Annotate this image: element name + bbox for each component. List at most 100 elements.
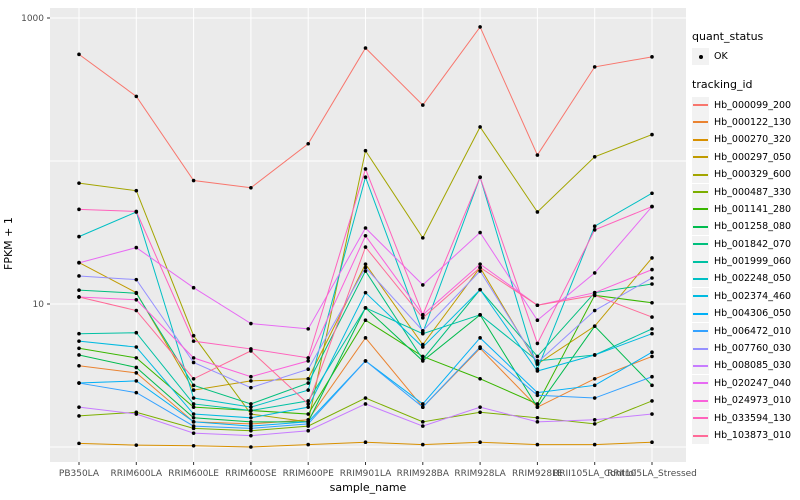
data-point <box>650 55 654 59</box>
data-point <box>191 333 196 338</box>
legend-line-swatch <box>693 173 708 176</box>
data-point <box>191 431 196 435</box>
legend-item-label: Hb_002248_050 <box>714 273 792 285</box>
data-point <box>249 374 253 379</box>
data-point <box>249 321 253 326</box>
data-point <box>249 385 253 390</box>
legend-item-label: Hb_008085_030 <box>714 360 792 372</box>
legend-line-swatch <box>693 417 708 420</box>
data-point <box>306 428 311 433</box>
data-point <box>306 376 311 381</box>
legend-tracking-items: Hb_000099_200 Hb_000122_130 Hb_000270_320 H… <box>692 96 798 444</box>
data-point <box>478 230 482 235</box>
data-point <box>650 399 654 403</box>
data-point <box>306 422 311 426</box>
legend-item-tracking: Hb_006472_010 <box>692 322 798 340</box>
data-point <box>77 288 81 292</box>
data-point <box>249 349 253 353</box>
data-point <box>535 303 540 308</box>
data-point <box>134 356 139 360</box>
x-tick-label: PB350LA <box>59 469 100 479</box>
data-point <box>478 336 482 340</box>
data-point <box>306 388 311 392</box>
legend-line-swatch <box>693 225 708 228</box>
legend-key-box <box>692 287 709 305</box>
data-point <box>363 175 368 180</box>
legend-line-swatch <box>693 347 708 350</box>
x-tick-label: RRII105LA_Control <box>553 469 636 479</box>
data-point <box>421 316 425 320</box>
legend-line-swatch <box>693 156 708 159</box>
legend-item-label: Hb_020247_040 <box>714 377 792 389</box>
legend-key-box <box>692 235 709 253</box>
data-point <box>134 379 139 383</box>
data-point <box>191 356 196 360</box>
data-point <box>249 412 253 416</box>
data-point <box>535 420 540 424</box>
data-point <box>191 339 196 343</box>
legend-key-box <box>692 148 709 166</box>
data-point <box>134 94 139 99</box>
data-point <box>249 420 253 424</box>
data-point <box>134 209 139 214</box>
data-point <box>306 367 311 371</box>
data-point <box>363 440 368 445</box>
data-point <box>191 376 196 381</box>
data-point <box>650 374 654 379</box>
x-tick-label: RRII105LA_Stressed <box>607 469 697 479</box>
data-point <box>650 440 654 445</box>
data-point <box>421 402 425 406</box>
legend-line-swatch <box>693 208 708 211</box>
legend-item-label: Hb_002374_460 <box>714 290 792 302</box>
x-tick-label: RRIM928BA <box>397 469 450 479</box>
data-point <box>535 390 540 395</box>
legend-key-box <box>692 218 709 236</box>
data-point <box>191 396 196 400</box>
legend-line-swatch <box>693 382 708 385</box>
data-point <box>306 442 311 447</box>
data-point <box>363 336 368 340</box>
data-point <box>134 330 139 335</box>
data-point <box>77 207 81 212</box>
legend: quant_status OK tracking_id Hb_000099_20… <box>692 30 798 444</box>
legend-item-label: Hb_000487_330 <box>714 186 792 198</box>
data-point <box>306 141 311 146</box>
legend-item-label: Hb_000099_200 <box>714 99 792 111</box>
data-point <box>478 265 482 270</box>
legend-item-tracking: Hb_000329_600 <box>692 166 798 184</box>
data-point <box>191 443 196 448</box>
legend-item-quant-ok: OK <box>692 48 798 66</box>
legend-item-tracking: Hb_020247_040 <box>692 374 798 392</box>
legend-gap <box>692 65 798 78</box>
legend-item-label: Hb_033594_130 <box>714 412 792 424</box>
y-axis-title: FPKM + 1 <box>2 217 15 270</box>
data-point <box>592 422 597 426</box>
legend-item-label: Hb_000297_050 <box>714 151 792 163</box>
data-point <box>650 300 654 305</box>
legend-item-tracking: Hb_001258_080 <box>692 218 798 236</box>
data-point <box>134 390 139 395</box>
data-point <box>592 65 597 69</box>
data-point <box>77 441 81 446</box>
data-point <box>363 148 368 153</box>
legend-key-box <box>692 357 709 375</box>
data-point <box>478 125 482 129</box>
legend-item-label: Hb_000329_600 <box>714 169 792 181</box>
data-point <box>306 327 311 331</box>
data-point <box>421 313 425 317</box>
data-point <box>191 178 196 183</box>
legend-key-box <box>692 427 709 444</box>
legend-line-swatch <box>693 121 708 124</box>
x-tick-label: RRIM600LA <box>111 469 163 479</box>
legend-line-swatch <box>693 399 708 402</box>
data-point <box>77 295 81 299</box>
data-point <box>592 353 597 357</box>
x-tick-label: RRIM901LA <box>340 469 392 479</box>
data-point <box>191 388 196 392</box>
data-point <box>134 245 139 250</box>
legend-key-box <box>692 374 709 392</box>
data-point <box>77 339 81 343</box>
data-point <box>478 405 482 409</box>
legend-line-swatch <box>693 138 708 141</box>
